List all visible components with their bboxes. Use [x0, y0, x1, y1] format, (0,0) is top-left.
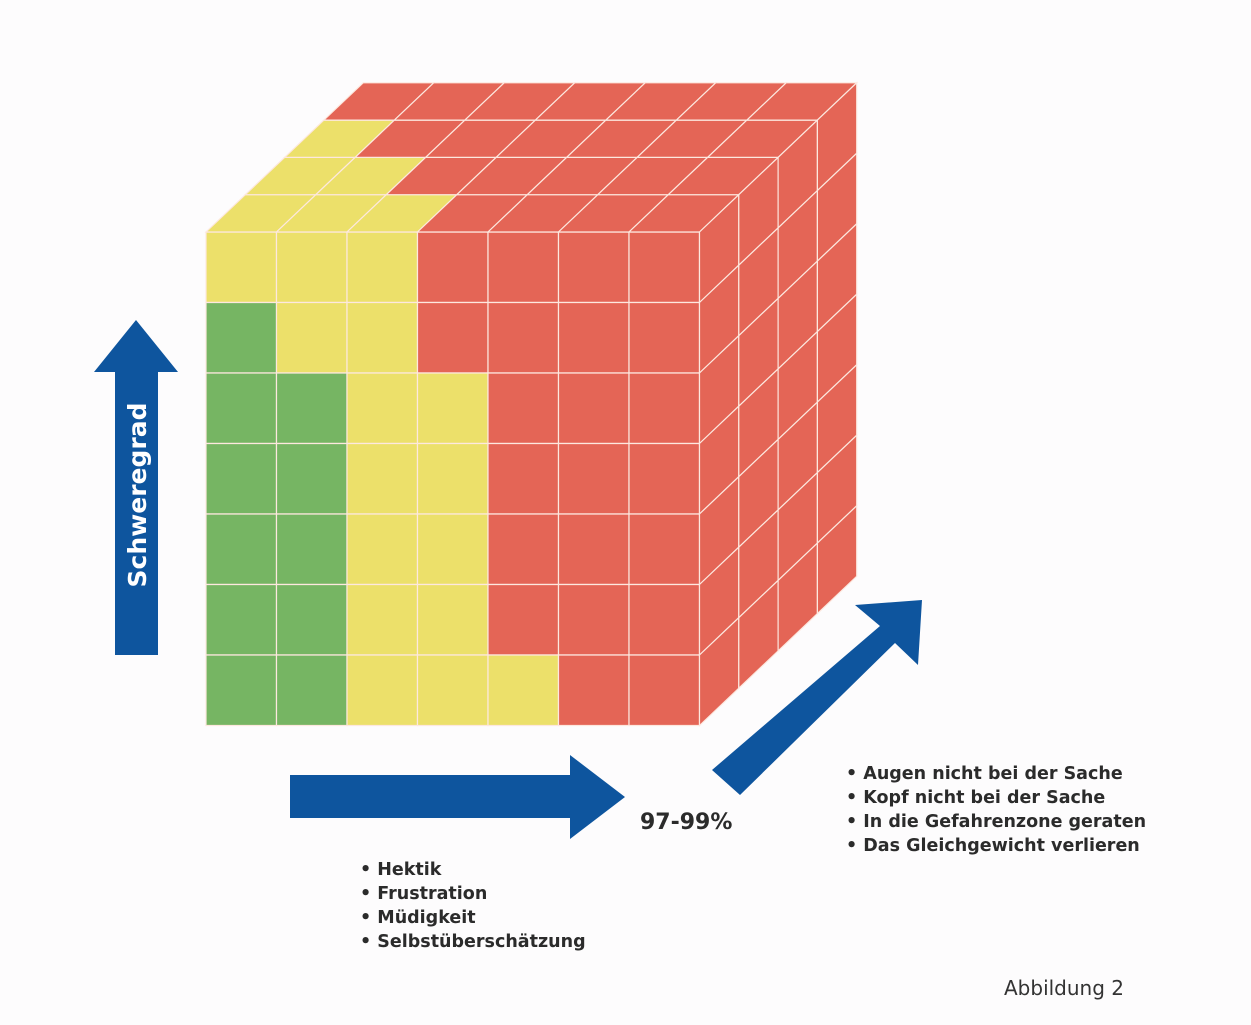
cube-cell — [205, 654, 278, 727]
cube-cell — [416, 442, 489, 515]
cube-cell — [205, 372, 278, 445]
cube-cell — [557, 654, 630, 727]
cube-cell — [275, 301, 348, 374]
cube-cell — [275, 583, 348, 656]
cube-cell — [416, 372, 489, 445]
cube-cell — [275, 654, 348, 727]
cube-cell — [487, 301, 560, 374]
cube-cell — [275, 513, 348, 586]
list-item: Hektik — [360, 858, 586, 882]
cube-cell — [346, 654, 419, 727]
cube-cell — [275, 442, 348, 515]
cube-cell — [346, 583, 419, 656]
figure-caption: Abbildung 2 — [1004, 976, 1125, 1000]
list-item: Müdigkeit — [360, 906, 586, 930]
list-item: In die Gefahrenzone geraten — [846, 810, 1146, 834]
cube-cell — [416, 513, 489, 586]
list-item: Selbstüberschätzung — [360, 930, 585, 954]
cube-cell — [628, 372, 701, 445]
axis-vertical-label: Schweregrad — [123, 403, 152, 588]
horizontal-factor-list: HektikFrustrationMüdigkeitSelbstüberschä… — [360, 858, 586, 954]
cube-cell — [487, 442, 560, 515]
cube-cell — [205, 231, 278, 304]
list-item: Augen nicht bei der Sache — [846, 762, 1146, 786]
cube-cell — [346, 513, 419, 586]
cube-cell — [275, 372, 348, 445]
cube-cell — [628, 301, 701, 374]
cube-cell — [557, 513, 630, 586]
cube-cell — [275, 231, 348, 304]
cube-cell — [487, 654, 560, 727]
cube-cell — [205, 442, 278, 515]
cube-cell — [557, 442, 630, 515]
cube-cell — [416, 231, 489, 304]
cube-cell — [416, 301, 489, 374]
cube-cell — [346, 372, 419, 445]
list-item: Das Gleichgewicht verlieren — [846, 834, 1146, 858]
cube-cell — [557, 372, 630, 445]
cube-cell — [628, 654, 701, 727]
depth-arrow — [712, 600, 922, 795]
cube-cell — [487, 372, 560, 445]
cube-cell — [346, 301, 419, 374]
up-arrow — [94, 320, 178, 655]
cube-cell — [416, 583, 489, 656]
cube-cell — [205, 513, 278, 586]
cube-front-face — [205, 231, 701, 727]
cube-top-face — [204, 82, 859, 233]
cube-cell — [205, 583, 278, 656]
cube-cell — [487, 231, 560, 304]
cube-cell — [346, 231, 419, 304]
cube-cell — [346, 442, 419, 515]
cube-cell — [628, 442, 701, 515]
cube-cell — [557, 583, 630, 656]
cube-cell — [416, 654, 489, 727]
depth-factor-list: Augen nicht bei der SacheKopf nicht bei … — [846, 762, 1146, 858]
cube-cell — [628, 231, 701, 304]
list-item: Frustration — [360, 882, 586, 906]
depth-percent-label: 97-99% — [640, 810, 733, 835]
cube-cell — [205, 301, 278, 374]
list-item: Kopf nicht bei der Sache — [846, 786, 1146, 810]
cube-cell — [628, 583, 701, 656]
cube-cell — [628, 513, 701, 586]
right-arrow — [290, 755, 625, 839]
cube-cell — [487, 583, 560, 656]
cube-cell — [557, 231, 630, 304]
cube-side-cell — [816, 504, 858, 615]
cube-cell — [557, 301, 630, 374]
cube-side-face — [698, 81, 858, 727]
cube-cell — [487, 513, 560, 586]
